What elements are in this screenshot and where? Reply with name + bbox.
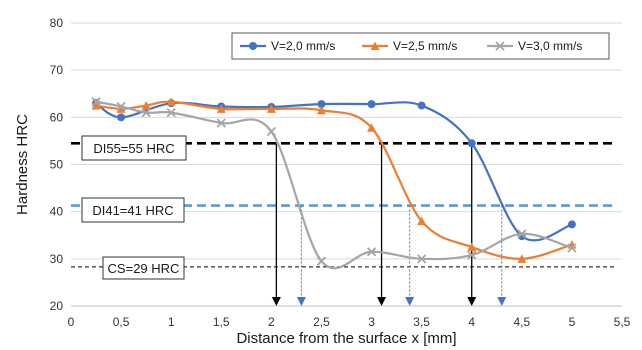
data-point [141, 101, 151, 110]
drop-arrow-head [271, 297, 281, 306]
y-axis-title: Hardness HRC [14, 114, 31, 215]
data-point [467, 242, 477, 252]
data-point [367, 100, 376, 109]
data-point [317, 100, 326, 109]
data-point [316, 105, 326, 115]
legend-marker [495, 41, 505, 51]
y-tick-label: 20 [50, 299, 64, 313]
x-tick-labels: 0 0,5 1 1,5 2 2,5 3 3,5 4 4,5 5 5,5 [68, 315, 631, 329]
y-tick-label: 50 [50, 158, 64, 172]
drop-arrow-head [467, 297, 477, 306]
series-line [95, 101, 573, 242]
y-tick-label: 30 [50, 252, 64, 266]
data-point [416, 254, 427, 264]
x-tick-label: 4,5 [513, 315, 530, 329]
x-tick-label: 3 [368, 315, 375, 329]
x-axis-title: Distance from the surface x [mm] [236, 330, 456, 347]
data-point [141, 107, 151, 118]
series-line [95, 100, 573, 260]
data-point [216, 104, 226, 113]
x-tick-label: 1 [168, 315, 175, 329]
series-3 [91, 97, 577, 270]
data-point [116, 101, 126, 112]
y-tick-label: 60 [50, 110, 64, 124]
legend-label: V=2,0 mm/s [271, 39, 335, 53]
data-point [417, 101, 426, 110]
reference-label-box [81, 197, 185, 223]
legend-label: V=2,5 mm/s [393, 39, 457, 53]
x-tick-label: 5 [569, 315, 576, 329]
data-point [467, 139, 476, 148]
data-point [266, 126, 277, 137]
legend-marker [249, 42, 257, 50]
data-point [216, 118, 226, 128]
x-tick-label: 3,5 [413, 315, 430, 329]
y-tick-labels: 20 30 40 50 60 70 80 [50, 16, 64, 313]
data-point [567, 220, 576, 229]
data-point [316, 256, 327, 266]
reference-label: CS=29 HRC [108, 261, 180, 276]
x-tick-label: 2 [268, 315, 275, 329]
data-point [366, 247, 377, 257]
legend-marker [370, 41, 380, 50]
data-point [116, 104, 126, 113]
legend-label: V=3,0 mm/s [518, 39, 582, 53]
data-point [166, 107, 176, 118]
x-tick-label: 2,5 [313, 315, 330, 329]
x-tick-label: 5,5 [614, 315, 631, 329]
data-series [91, 97, 577, 270]
reference-labels: DI55=55 HRC DI41=41 HRC CS=29 HRC [81, 135, 187, 280]
data-point [91, 101, 101, 110]
data-point [517, 229, 527, 239]
x-tick-label: 1,5 [213, 315, 230, 329]
data-point [166, 97, 176, 106]
data-point [367, 123, 377, 132]
x-tick-label: 0,5 [113, 315, 130, 329]
drop-arrow-head [497, 297, 507, 306]
reference-label-box [81, 135, 187, 161]
data-point [266, 104, 276, 113]
series-line [95, 100, 573, 270]
data-point [91, 97, 101, 107]
x-tick-label: 0 [68, 315, 75, 329]
reference-label: DI41=41 HRC [92, 203, 173, 218]
drop-arrow-head [377, 297, 387, 306]
data-point [417, 216, 427, 226]
x-tick-label: 4 [468, 315, 475, 329]
data-point [567, 243, 577, 253]
reference-label-box [102, 256, 185, 280]
series-2 [91, 97, 577, 263]
data-point [467, 250, 477, 260]
data-point [517, 254, 527, 263]
drop-arrow-head [405, 297, 415, 306]
reference-label: DI55=55 HRC [93, 141, 174, 156]
legend: V=2,0 mm/s V=2,5 mm/s V=3,0 mm/s [231, 32, 610, 60]
data-point [117, 113, 126, 122]
drop-arrows [271, 143, 507, 306]
y-tick-label: 40 [50, 205, 64, 219]
drop-arrow-head [296, 297, 306, 306]
legend-box [231, 32, 610, 60]
y-tick-label: 70 [50, 63, 64, 77]
y-tick-label: 80 [50, 16, 64, 30]
